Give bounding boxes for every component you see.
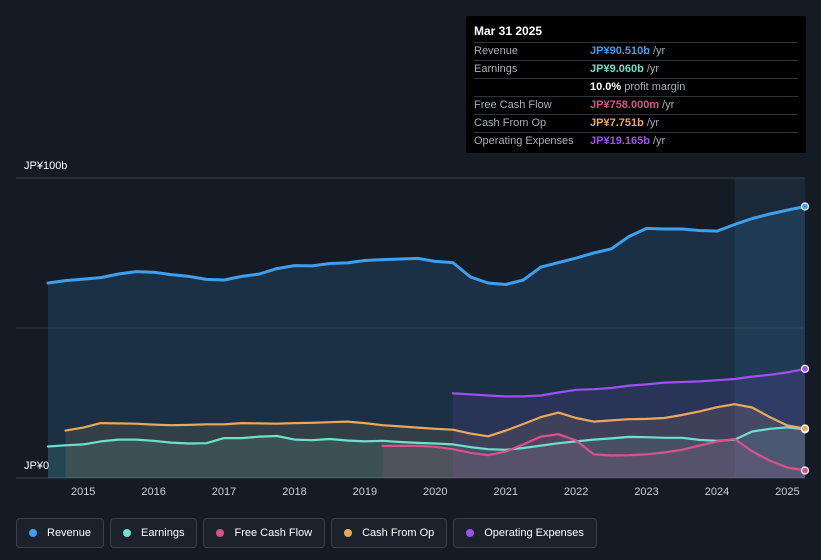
tooltip-row: 10.0% profit margin — [474, 78, 798, 96]
y-axis-top-label: JP¥100b — [24, 160, 68, 172]
tooltip-row-label: Revenue — [474, 45, 519, 57]
series-area-revenue — [48, 206, 805, 478]
legend-label: Operating Expenses — [484, 527, 584, 539]
legend-label: Free Cash Flow — [234, 527, 313, 539]
tooltip-row: Cash From Op JP¥7.751b/yr — [474, 114, 798, 132]
series-line-cash-from-op — [64, 403, 807, 438]
tooltip-row-value: 10.0% — [590, 81, 622, 93]
tooltip-row-unit: /yr — [652, 135, 666, 147]
legend-dot-icon — [216, 529, 225, 537]
series-line-free-cash-flow — [381, 433, 807, 472]
y-axis-zero-label: JP¥0 — [24, 460, 50, 472]
series-endpoint-cash-from-op[interactable] — [800, 424, 810, 433]
tooltip-row: Operating Expenses JP¥19.165b/yr — [474, 132, 798, 150]
tooltip-row: Earnings JP¥9.060b/yr — [474, 60, 798, 78]
tooltip-row: Revenue JP¥90.510b/yr — [474, 42, 798, 60]
x-tick-label: 2018 — [282, 486, 306, 498]
legend-item-cash-from-op[interactable]: Cash From Op — [331, 518, 448, 548]
legend-item-revenue[interactable]: Revenue — [16, 518, 105, 548]
legend-item-free-cash-flow[interactable]: Free Cash Flow — [203, 518, 326, 548]
tooltip-rows: Revenue JP¥90.510b/yr Earnings JP¥9.060b/yr… — [474, 42, 798, 150]
tooltip-row-unit: /yr — [646, 63, 660, 75]
series-endpoint-revenue[interactable] — [800, 202, 810, 211]
tooltip-row: Free Cash Flow JP¥758.000m/yr — [474, 96, 798, 114]
tooltip-row-unit: /yr — [646, 117, 660, 129]
tooltip-row-unit: /yr — [662, 99, 675, 111]
tooltip-date: Mar 31 2025 — [474, 24, 543, 38]
x-tick-label: 2015 — [71, 486, 95, 498]
tooltip-row-label: Free Cash Flow — [474, 99, 552, 111]
tooltip-row-label — [474, 79, 590, 96]
data-tooltip: Mar 31 2025 Revenue JP¥90.510b/yr Earnings… — [466, 16, 806, 153]
tooltip-row-value: JP¥7.751b — [590, 117, 644, 129]
legend-label: Revenue — [47, 527, 92, 539]
series-line-earnings — [46, 426, 807, 451]
x-tick-label: 2024 — [705, 486, 729, 498]
tooltip-row-value: JP¥9.060b — [590, 63, 644, 75]
tooltip-row-value: JP¥758.000m — [590, 99, 660, 111]
legend-label: Earnings — [141, 527, 185, 539]
series-endpoint-free-cash-flow[interactable] — [800, 466, 810, 475]
x-tick-label: 2021 — [493, 486, 517, 498]
tooltip-row-unit: profit margin — [624, 81, 686, 93]
chart-legend: Revenue Earnings Free Cash Flow Cash From O… — [16, 518, 597, 548]
series-endpoint-operating-expenses[interactable] — [800, 364, 810, 373]
tooltip-row-unit: /yr — [652, 45, 666, 57]
x-tick-label: 2022 — [564, 486, 588, 498]
series-area-free-cash-flow — [382, 434, 805, 478]
tooltip-row-label: Operating Expenses — [474, 135, 574, 147]
x-tick-label: 2023 — [634, 486, 658, 498]
tooltip-row-label: Earnings — [474, 63, 518, 75]
tooltip-row-value: JP¥90.510b — [590, 45, 650, 57]
legend-dot-icon — [344, 529, 353, 537]
tooltip-row-value: JP¥19.165b — [590, 135, 650, 147]
legend-item-operating-expenses[interactable]: Operating Expenses — [453, 518, 597, 548]
x-tick-label: 2020 — [423, 486, 447, 498]
legend-label: Cash From Op — [362, 527, 435, 539]
x-tick-label: 2017 — [212, 486, 236, 498]
legend-dot-icon — [466, 529, 475, 537]
tooltip-row-label: Cash From Op — [474, 117, 547, 129]
series-area-cash-from-op — [65, 404, 806, 478]
x-tick-label: 2016 — [141, 486, 165, 498]
legend-item-earnings[interactable]: Earnings — [110, 518, 198, 548]
x-tick-label: 2019 — [353, 486, 377, 498]
series-line-operating-expenses — [451, 367, 807, 398]
series-line-revenue — [46, 205, 807, 286]
x-tick-label: 2025 — [775, 486, 799, 498]
legend-dot-icon — [29, 529, 37, 537]
legend-dot-icon — [123, 529, 132, 537]
series-area-earnings — [48, 427, 805, 478]
